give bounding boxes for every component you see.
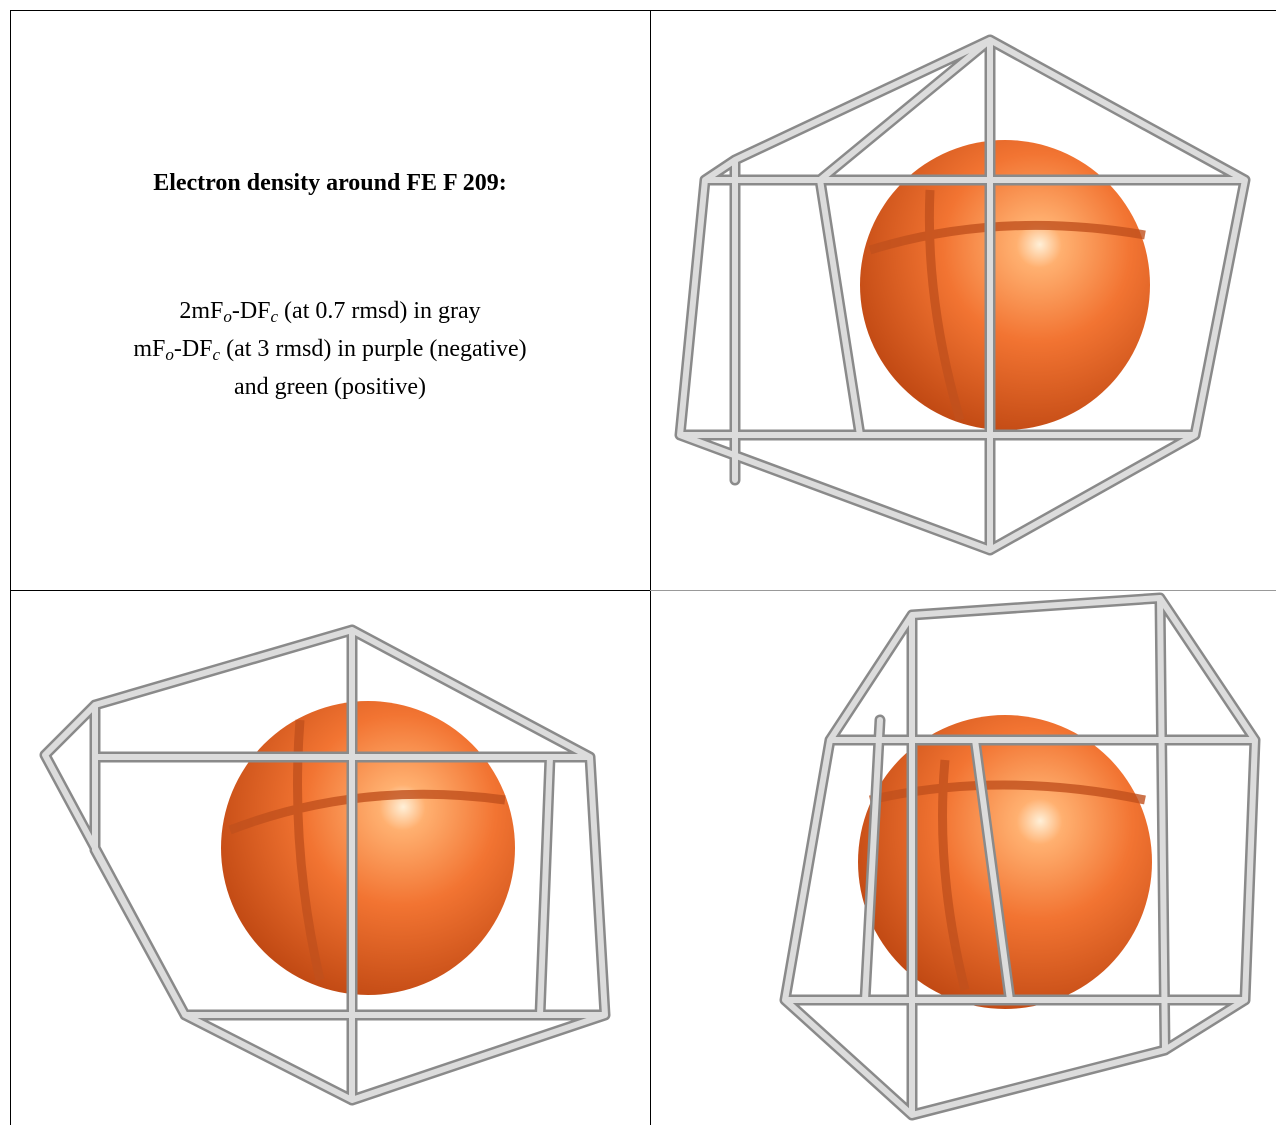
- subscript: c: [212, 345, 221, 364]
- text-run: (at 0.7 rmsd) in gray: [278, 298, 481, 324]
- text-run: -DF: [231, 298, 271, 324]
- caption-title: Electron density around FE F 209:: [153, 170, 507, 196]
- text-run: and green (positive): [234, 374, 426, 400]
- render-top-right: [674, 34, 1251, 556]
- caption-cell: Electron density around FE F 209: 2mFo-D…: [10, 10, 650, 590]
- render-bottom-left: [39, 624, 611, 1106]
- text-run: (at 3 rmsd) in purple (negative): [220, 336, 527, 362]
- caption-line: mFo-DFc (at 3 rmsd) in purple (negative): [10, 330, 650, 368]
- table-borders: [10, 10, 1276, 1125]
- subscript: c: [270, 307, 279, 326]
- text-run: -DF: [173, 336, 213, 362]
- caption-line: and green (positive): [10, 368, 650, 406]
- caption-lines: 2mFo-DFc (at 0.7 rmsd) in gray mFo-DFc (a…: [10, 292, 650, 406]
- subscript: o: [165, 345, 174, 364]
- caption-line: 2mFo-DFc (at 0.7 rmsd) in gray: [10, 292, 650, 330]
- text-run: mF: [133, 336, 166, 362]
- text-run: 2mF: [179, 298, 224, 324]
- subscript: o: [223, 307, 232, 326]
- render-bottom-right: [779, 592, 1261, 1121]
